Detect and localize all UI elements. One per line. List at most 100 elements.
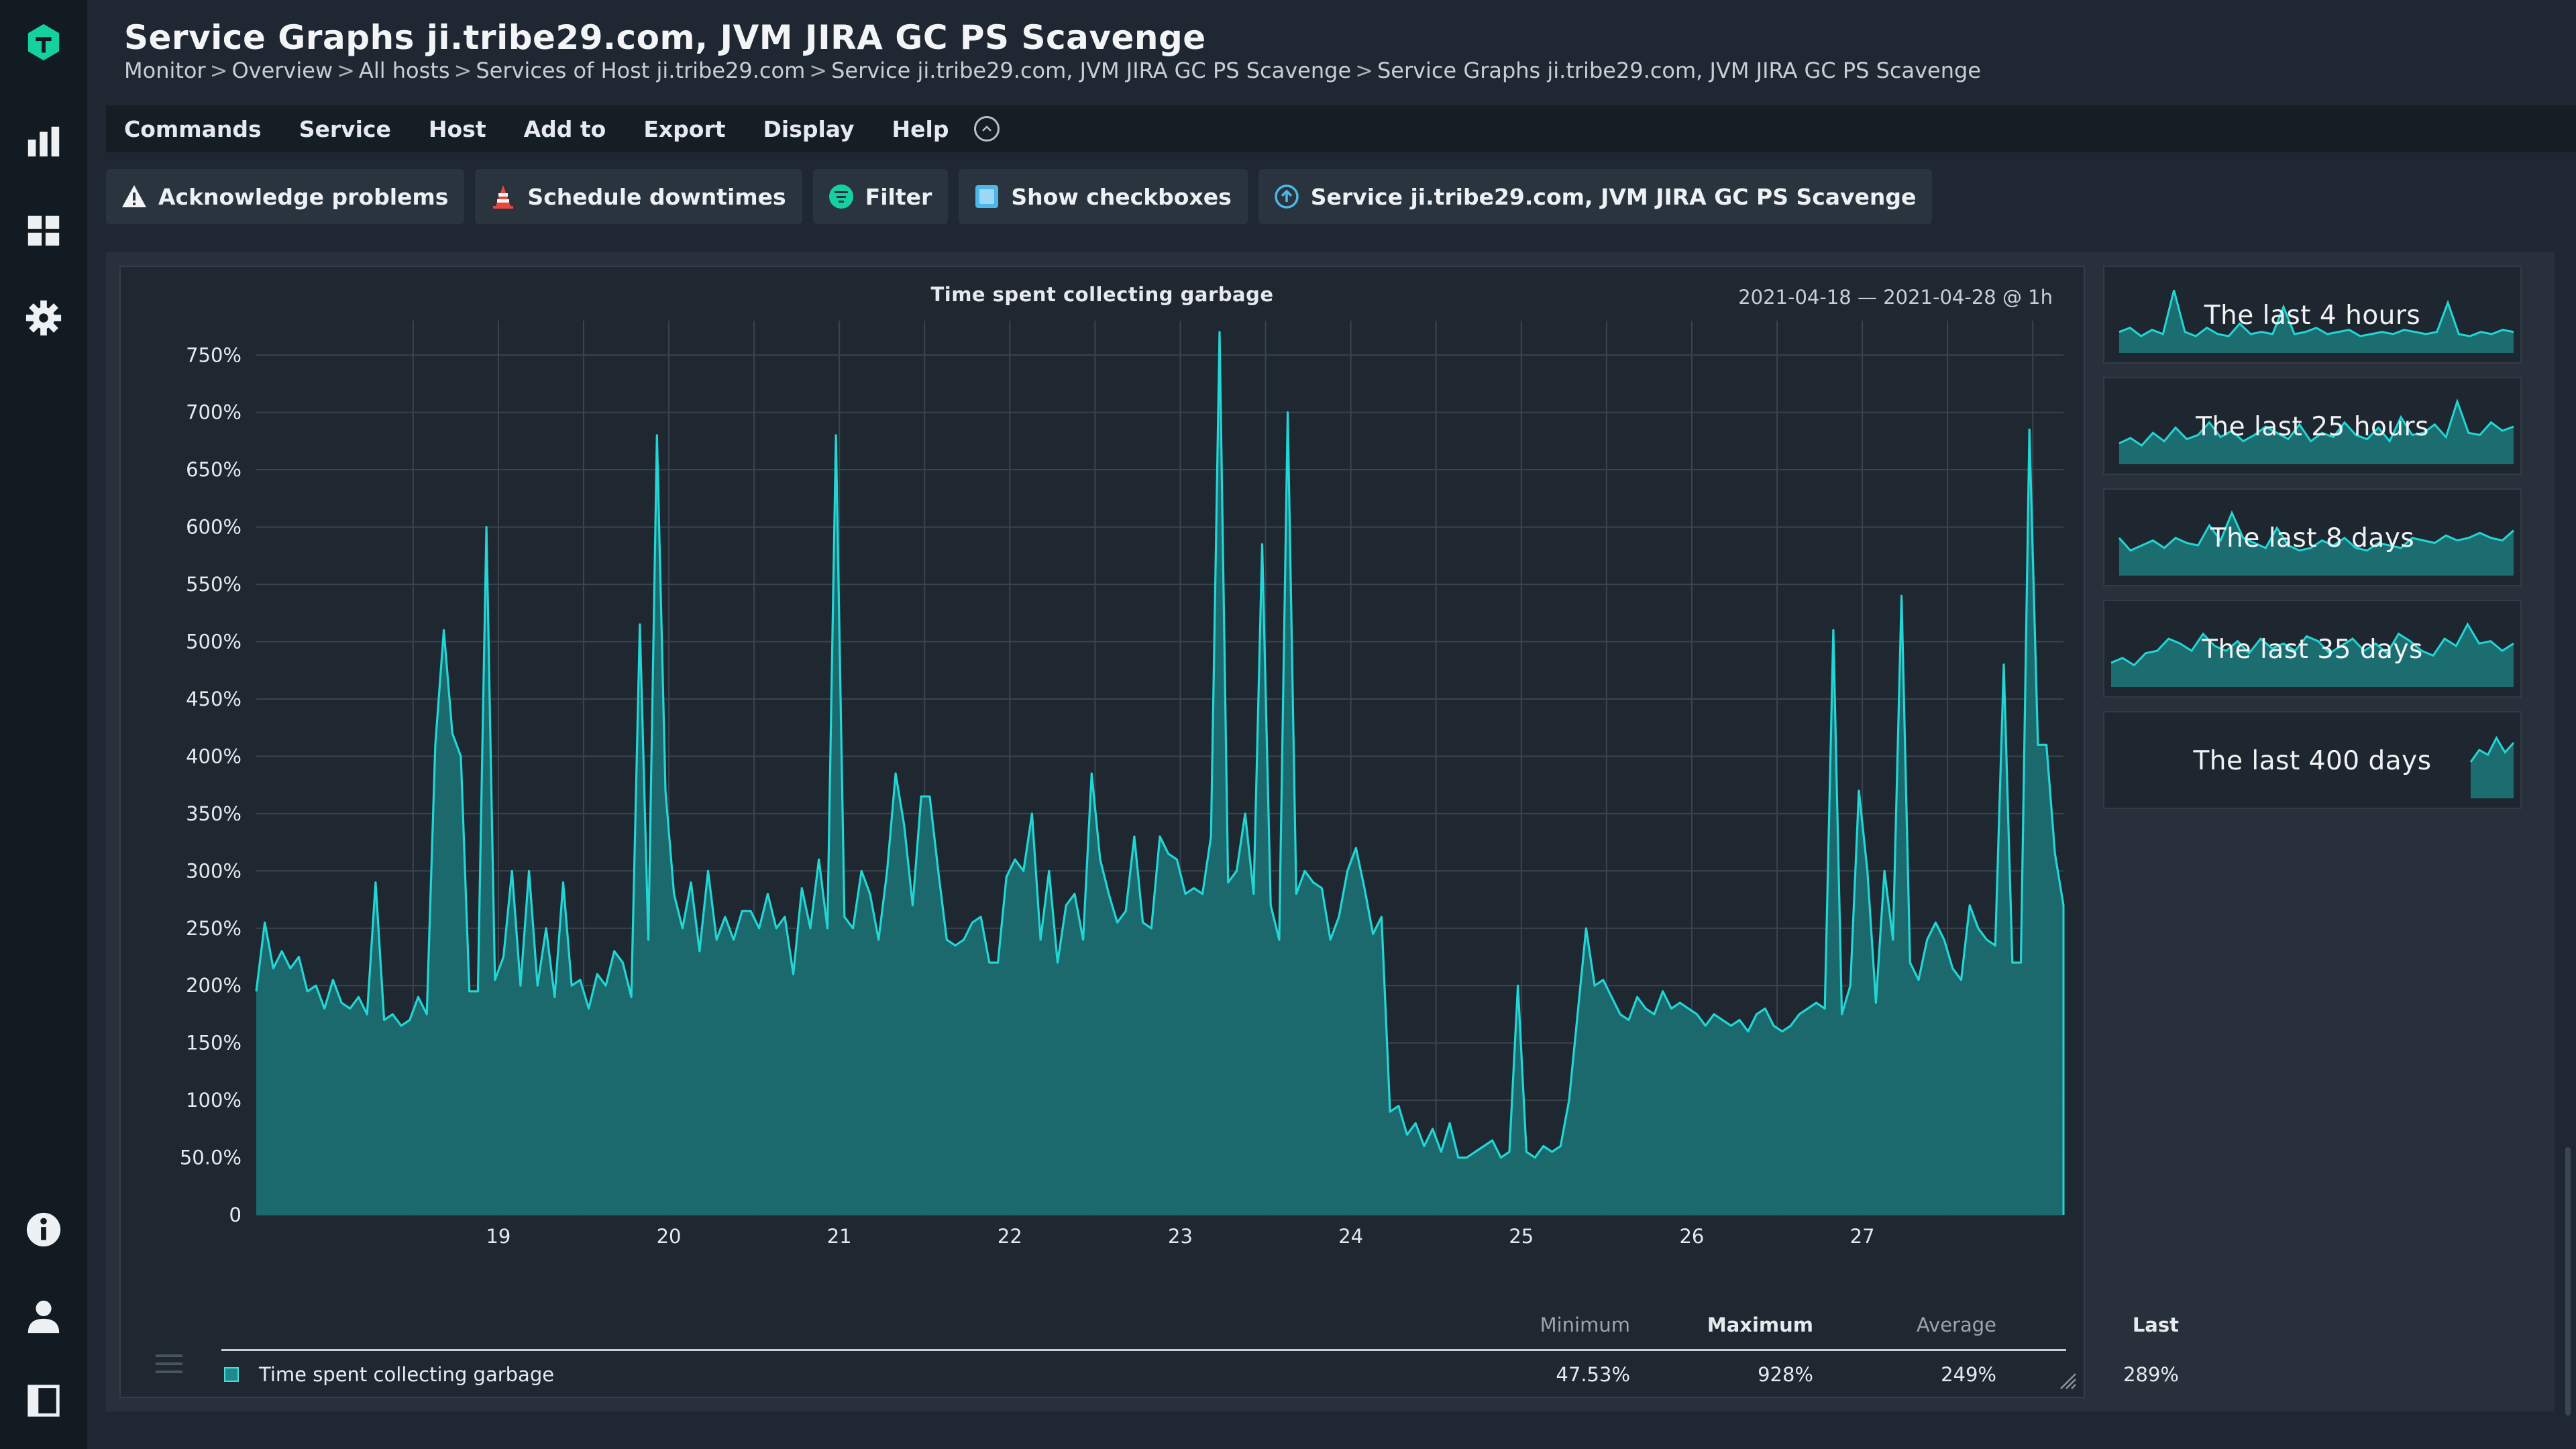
toolbar: Acknowledge problems Schedule downtimes … [106,169,1933,224]
show-checkboxes-label: Show checkboxes [1011,183,1232,210]
setup-gear-icon[interactable] [17,291,70,345]
traffic-cone-icon [493,185,514,209]
legend-header: Minimum Maximum Average Last [221,1313,2179,1347]
help-info-icon[interactable] [17,1203,70,1256]
menu-bar: Commands Service Host Add to Export Disp… [106,105,2576,152]
y-tick-label: 450% [186,688,241,710]
y-tick-label: 750% [186,343,241,366]
thumbnail-graph [2118,290,2514,353]
y-tick-label: 650% [186,458,241,481]
graph-title: Time spent collecting garbage [930,283,1274,306]
area-chart[interactable]: 0 50.0% 100% 150% 200% 250% 300% 350% 400% 450% 50… [121,267,2084,1397]
filter-icon [828,184,853,209]
x-tick-label: 23 [1168,1225,1193,1248]
graph-panel: 0 50.0% 100% 150% 200% 250% 300% 350% 400% 450% 50… [106,252,2555,1411]
downtimes-label: Schedule downtimes [527,183,786,210]
y-tick-label: 100% [186,1089,241,1112]
thumbnail-label: The last 8 days [2210,523,2415,553]
y-tick-label: 400% [186,745,241,767]
y-tick-label: 300% [186,859,241,882]
y-tick-label: 550% [186,573,241,596]
legend-menu-icon[interactable] [154,1350,184,1377]
thumbnail-graph [2469,735,2515,798]
breadcrumb-separator: > [1355,58,1373,83]
filter-label: Filter [865,183,932,210]
service-link-button[interactable]: Service ji.tribe29.com, JVM JIRA GC PS S… [1258,169,1933,224]
show-checkboxes-button[interactable]: Show checkboxes [959,169,1248,224]
graph-container[interactable]: 0 50.0% 100% 150% 200% 250% 300% 350% 400% 450% 50… [119,266,2179,1398]
legend-row: Time spent collecting garbage 47.53% 928… [221,1356,2179,1390]
acknowledge-problems-button[interactable]: Acknowledge problems [106,169,465,224]
x-tick-label: 24 [1338,1225,1363,1248]
thumbnail-35-days[interactable]: The last 35 days [2103,600,2522,698]
thumbnail-line [2469,735,2515,763]
menu-help[interactable]: Help [892,115,949,142]
series-line [255,331,2065,1159]
menu-host[interactable]: Host [428,115,486,142]
legend-header-average: Average [1916,1313,1996,1336]
x-tick-label: 21 [827,1225,852,1248]
checkbox-icon [975,185,999,208]
y-tick-label: 250% [186,917,241,940]
menu-commands[interactable]: Commands [124,115,262,142]
breadcrumb-item-overview[interactable]: Overview [231,58,333,83]
sidebar-toggle-icon[interactable] [17,1374,70,1428]
y-tick-label: 50.0% [180,1146,241,1169]
thumbnail-graph [2118,398,2514,464]
thumbnail-line [2118,398,2514,447]
chart-series [255,331,2065,1216]
y-tick-label: 200% [186,974,241,997]
thumbnail-line [2110,622,2514,667]
schedule-downtimes-button[interactable]: Schedule downtimes [475,169,802,224]
thumbnail-area [2471,738,2514,798]
checkmk-logo-icon[interactable] [17,15,70,69]
page-scrollbar[interactable] [2565,1147,2571,1415]
breadcrumb-separator: > [809,58,828,83]
legend-header-minimum: Minimum [1540,1313,1630,1336]
collapse-menu-icon[interactable] [974,116,1000,142]
x-tick-label: 26 [1679,1225,1704,1248]
series-area [256,332,2063,1216]
x-tick-label: 27 [1850,1225,1875,1248]
menu-export[interactable]: Export [643,115,726,142]
thumbnail-line [2118,290,2514,337]
legend-header-maximum: Maximum [1707,1313,1813,1336]
thumbnail-area [2119,290,2514,353]
filter-button[interactable]: Filter [812,169,949,224]
thumbnail-graph [2110,622,2514,687]
menu-display[interactable]: Display [763,115,855,142]
graph-time-range[interactable]: 2021-04-18 — 2021-04-28 @ 1h [1738,286,2053,309]
warning-icon [122,185,146,207]
breadcrumb-item-service[interactable]: Service ji.tribe29.com, JVM JIRA GC PS S… [831,58,1352,83]
y-tick-label: 150% [186,1032,241,1055]
thumbnail-line [2118,510,2514,552]
breadcrumb-item-host-services[interactable]: Services of Host ji.tribe29.com [476,58,806,83]
menu-service[interactable]: Service [299,115,391,142]
breadcrumb-item-current: Service Graphs ji.tribe29.com, JVM JIRA … [1377,58,1982,83]
thumbnail-label: The last 35 days [2202,635,2423,665]
dashboard-icon[interactable] [17,203,70,257]
menu-add-to[interactable]: Add to [523,115,606,142]
thumbnail-graph [2118,510,2514,576]
breadcrumb-item-monitor[interactable]: Monitor [124,58,206,83]
breadcrumb-separator: > [209,58,228,83]
thumbnail-8-days[interactable]: The last 8 days [2103,488,2522,586]
x-tick-label: 19 [486,1225,511,1248]
acknowledge-label: Acknowledge problems [158,183,449,210]
x-tick-label: 25 [1509,1225,1534,1248]
thumbnail-area [2119,401,2514,464]
thumbnail-25-hours[interactable]: The last 25 hours [2103,377,2522,475]
legend-series-name: Time spent collecting garbage [259,1363,555,1386]
thumbnail-400-days[interactable]: The last 400 days [2103,711,2522,809]
breadcrumb: Monitor > Overview > All hosts > Services of H… [124,58,2549,83]
page-title: Service Graphs ji.tribe29.com, JVM JIRA … [124,18,1206,57]
user-icon[interactable] [17,1289,70,1343]
thumbnail-4-hours[interactable]: The last 4 hours [2103,266,2522,364]
legend-swatch [224,1367,239,1382]
service-up-icon [1275,184,1299,209]
breadcrumb-item-all-hosts[interactable]: All hosts [358,58,450,83]
monitor-icon[interactable] [17,115,70,169]
resize-handle-icon[interactable] [2057,1370,2077,1390]
sidebar [0,0,87,1449]
breadcrumb-separator: > [453,58,472,83]
